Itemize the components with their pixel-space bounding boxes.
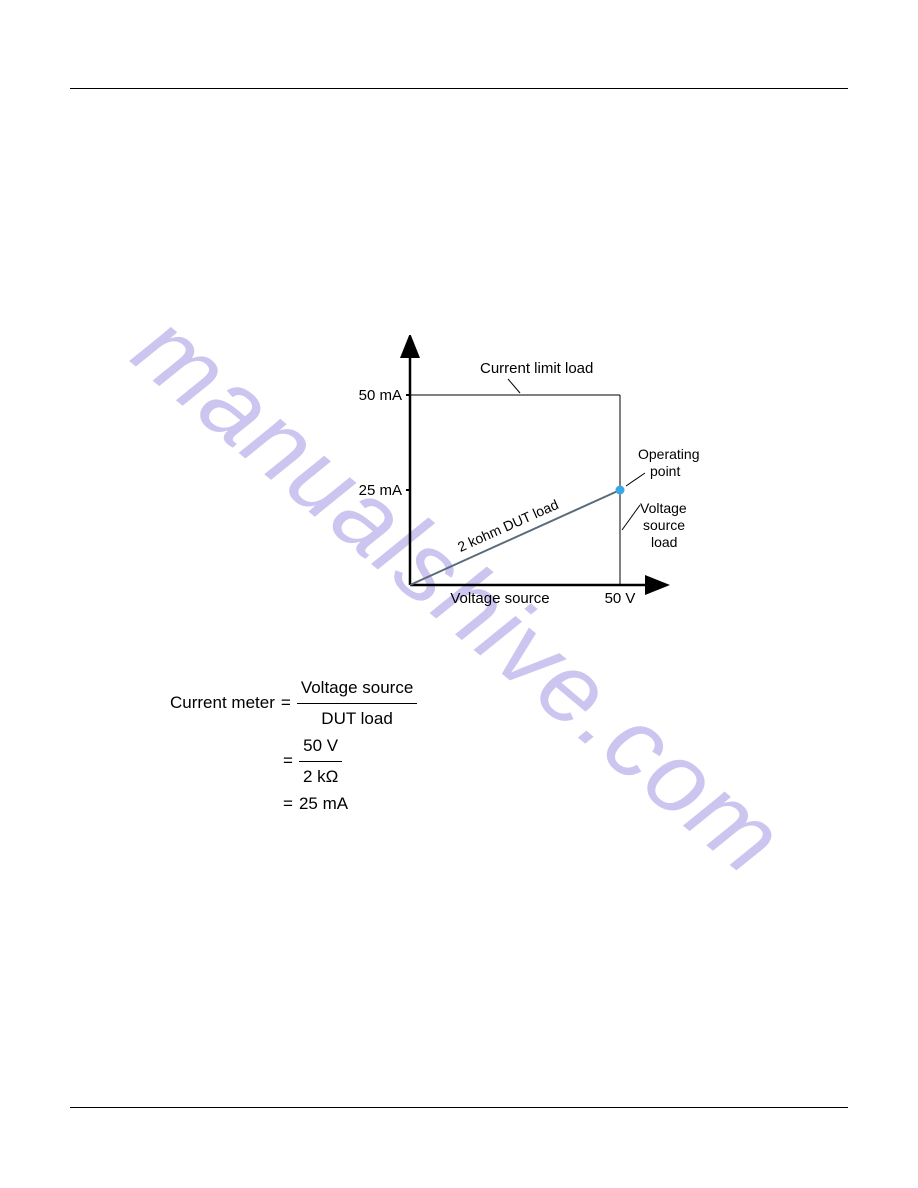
fraction-2: 50 V 2 kΩ: [299, 733, 342, 789]
current-limit-label: Current limit load: [480, 360, 593, 377]
equation-result: 25 mA: [299, 791, 348, 817]
equals-sign-2: =: [283, 748, 293, 774]
bottom-rule: [70, 1107, 848, 1108]
page-content: 50 mA 25 mA 50 V Ammeter Voltage source …: [70, 0, 848, 1188]
equals-sign-3: =: [283, 791, 293, 817]
y-tick-label-25: 25 mA: [359, 482, 402, 499]
fraction-2-denominator: 2 kΩ: [299, 762, 342, 790]
equation-block: Current meter = Voltage source DUT load …: [170, 675, 417, 819]
operating-point-leader: [626, 473, 645, 486]
current-limit-leader: [508, 379, 520, 393]
y-tick-label-50: 50 mA: [359, 387, 402, 404]
equals-sign-1: =: [281, 690, 291, 716]
x-axis-title: Voltage source: [450, 590, 549, 607]
operating-point-label-1: Operating: [638, 446, 699, 462]
fraction-2-numerator: 50 V: [299, 733, 342, 762]
voltage-source-leader: [622, 505, 640, 530]
dut-load-line: [410, 490, 620, 585]
equation-row-2: = 50 V 2 kΩ: [283, 733, 417, 789]
fraction-1: Voltage source DUT load: [297, 675, 417, 731]
voltage-source-label-2: source: [643, 517, 685, 533]
fraction-1-denominator: DUT load: [297, 704, 417, 732]
operating-point-label-2: point: [650, 463, 680, 479]
iv-chart: 50 mA 25 mA 50 V Ammeter Voltage source …: [340, 335, 760, 625]
chart-svg: 50 mA 25 mA 50 V Ammeter Voltage source …: [340, 335, 760, 625]
y-axis-title: Ammeter: [340, 470, 342, 531]
fraction-1-numerator: Voltage source: [297, 675, 417, 704]
operating-point-marker: [616, 486, 625, 495]
x-tick-label-50v: 50 V: [605, 590, 636, 607]
equation-row-1: Current meter = Voltage source DUT load: [170, 675, 417, 731]
voltage-source-label-1: Voltage: [640, 500, 687, 516]
voltage-source-label-3: load: [651, 534, 677, 550]
equation-lhs: Current meter: [170, 690, 275, 716]
equation-row-3: = 25 mA: [283, 791, 417, 817]
dut-load-label: 2 kohm DUT load: [455, 496, 561, 555]
top-rule: [70, 88, 848, 89]
